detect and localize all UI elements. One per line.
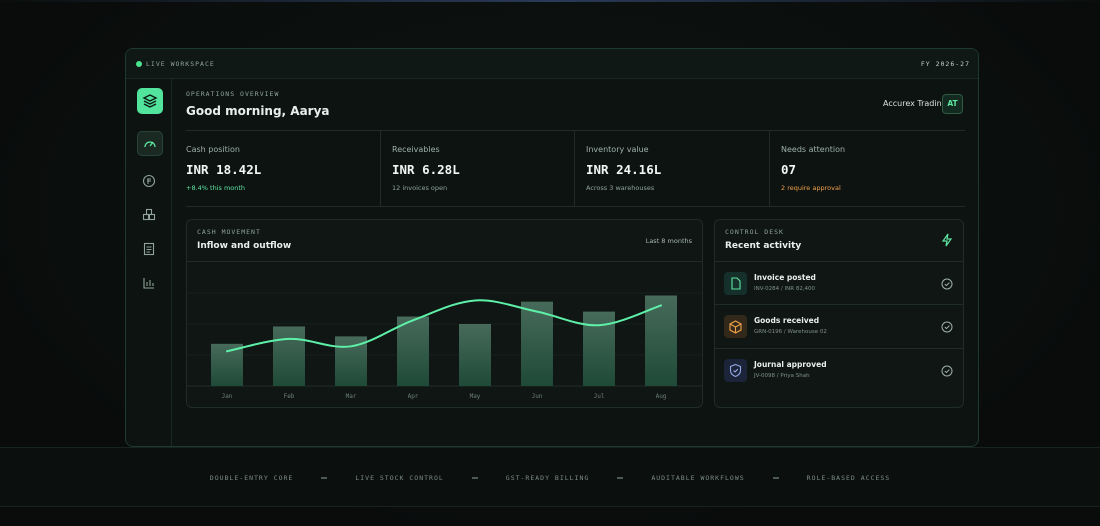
workspace-bar: LIVE WORKSPACE FY 2026-27 [126,49,978,79]
kpi-note: +8.4% this month [186,184,246,192]
kpi-value: INR 18.42L [186,162,262,177]
fiscal-year: FY 2026-27 [920,60,970,68]
divider [574,131,575,207]
workspace-status: LIVE WORKSPACE [146,60,215,68]
activity-eyebrow: CONTROL DESK [725,228,784,236]
overview-eyebrow: OPERATIONS OVERVIEW [186,90,280,98]
nav-reports[interactable] [137,271,161,295]
kpi-label: Inventory value [586,145,649,154]
feature: DOUBLE-ENTRY CORE [209,474,294,482]
nav-ledger[interactable] [137,237,161,261]
status-dot [136,61,142,67]
activity-item[interactable]: Goods received GRN-0196 / Warehouse 02 [715,304,963,348]
feature-list: DOUBLE-ENTRY CORE LIVE STOCK CONTROL GST-R… [0,474,1100,482]
chart: Jan Feb Mar Apr May Jun Jul Aug [187,292,702,400]
chart-period: Last 8 months [645,237,692,245]
chart-title: Inflow and outflow [197,241,292,251]
activity-item[interactable]: Invoice posted INV-0284 / INR 82,400 [715,261,963,305]
feature: ROLE-BASED ACCESS [806,474,891,482]
divider [380,131,381,207]
kpi-label: Cash position [186,145,240,154]
workspace-panel: LIVE WORKSPACE FY 2026-27 OPERATIONS OVE… [125,48,979,447]
item-detail: GRN-0196 / Warehouse 02 [754,329,827,335]
item-title: Journal approved [754,360,827,369]
chart-eyebrow: CASH MOVEMENT [197,228,261,236]
kpi-value: INR 24.16L [586,162,662,177]
bar [521,301,553,386]
bar-sheen [273,326,305,386]
check-icon [941,321,953,333]
divider [187,261,702,262]
item-icon [724,359,747,382]
item-title: Goods received [754,316,820,325]
bar-sheen [211,343,243,386]
x-tick-label: Jul [594,393,605,400]
item-detail: JV-0098 / Priya Shah [754,373,810,379]
check-icon [941,365,953,377]
kpi-note: Across 3 warehouses [586,184,655,192]
company-name: Accurex Trading [883,99,947,108]
x-tick-label: Aug [656,393,667,400]
sidebar [126,79,172,446]
separator [321,477,328,479]
x-tick-label: Feb [284,393,295,400]
kpi-label: Needs attention [781,145,846,154]
item-icon [724,315,747,338]
separator [617,477,624,479]
x-tick-label: May [470,393,481,400]
kpi-note: 12 invoices open [392,184,448,192]
line [226,299,662,353]
item-icon [724,272,747,295]
bar [273,326,305,386]
kpi-strip: Cash position INR 18.42L +8.4% this mont… [186,130,965,207]
activity-item[interactable]: Journal approved JV-0098 / Priya Shah [715,348,963,392]
item-detail: INV-0284 / INR 82,400 [754,286,816,292]
activity-title: Recent activity [725,241,802,251]
nav-dashboard[interactable] [137,131,163,156]
feature-strip: DOUBLE-ENTRY CORE LIVE STOCK CONTROL GST-R… [0,447,1100,507]
feature: AUDITABLE WORKFLOWS [651,474,745,482]
feature: GST-READY BILLING [505,474,590,482]
kpi-value: 07 [781,162,797,177]
kpi-label: Receivables [392,145,440,154]
x-tick-label: Mar [346,393,357,400]
bar-sheen [521,301,553,386]
nav-inventory[interactable] [137,203,161,227]
logo-icon [142,94,158,108]
nav-icon [144,141,156,148]
top-accent [0,0,1100,2]
chart-card: CASH MOVEMENT Inflow and outflow Last 8 … [186,219,703,408]
greeting: Good morning, Aarya [186,104,330,118]
logo [137,88,163,114]
nav-billing[interactable] [137,169,161,193]
separator [772,477,779,479]
kpi-note: 2 require approval [781,184,841,192]
activity-card: CONTROL DESK Recent activity Invoice pos… [714,219,964,408]
x-tick-label: Jun [532,393,543,400]
separator [471,477,478,479]
feature: LIVE STOCK CONTROL [355,474,444,482]
item-title: Invoice posted [754,273,816,282]
check-icon [941,278,953,290]
bar [397,316,429,386]
bar [459,324,491,386]
kpi-value: INR 6.28L [392,162,460,177]
avatar[interactable]: AT [942,94,963,114]
bar [211,343,243,386]
bar-sheen [397,316,429,386]
x-tick-label: Apr [408,393,419,400]
x-tick-label: Jan [222,393,233,400]
bar-sheen [459,324,491,386]
divider [769,131,770,207]
bolt-icon [941,233,953,247]
